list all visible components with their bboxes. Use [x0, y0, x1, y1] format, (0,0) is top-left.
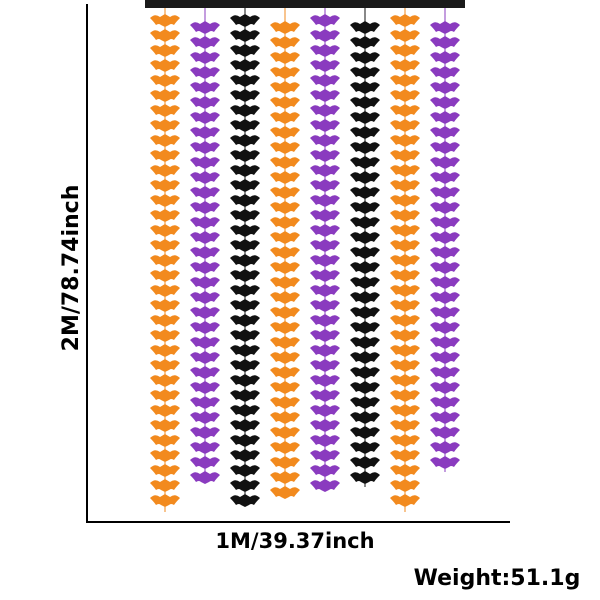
bat-strand [150, 14, 180, 507]
bat-strand [430, 21, 460, 469]
bat-strand [270, 21, 300, 499]
bat-strand [350, 21, 380, 484]
bat-strand [310, 14, 340, 492]
weight-label: Weight:51.1g [414, 566, 581, 591]
bat-garland [150, 8, 460, 512]
hanging-bar [145, 0, 465, 8]
bat-strand [190, 21, 220, 484]
bat-strand [230, 14, 260, 507]
width-label: 1M/39.37inch [215, 529, 374, 553]
bat-strand [390, 14, 420, 507]
height-label: 2M/78.74inch [59, 185, 84, 352]
